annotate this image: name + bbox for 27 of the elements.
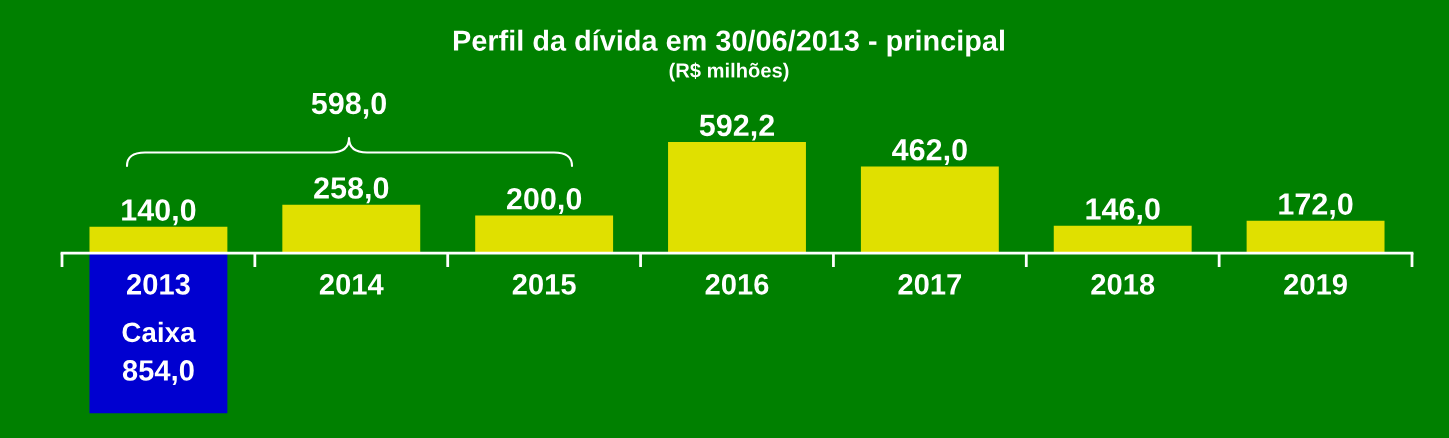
bar xyxy=(89,226,228,254)
bar xyxy=(1053,225,1192,254)
text: 598,0 xyxy=(311,92,386,119)
x-tick-label: 2017 xyxy=(898,274,962,295)
bar xyxy=(1246,220,1385,254)
data-label: 146,0 xyxy=(1086,198,1160,225)
bar xyxy=(475,215,614,254)
x-tick-label: 2014 xyxy=(319,274,384,295)
data-label: 462,0 xyxy=(892,138,967,165)
bar xyxy=(89,253,228,414)
chart-title: Perfil da dívida em 30/06/2013 - principal xyxy=(453,29,1004,57)
x-tick-label: 2015 xyxy=(512,274,576,295)
bar xyxy=(282,204,421,254)
data-label: 592,2 xyxy=(699,114,775,141)
chart-subtitle: (R$ milhões) xyxy=(669,62,789,82)
series-label: Caixa xyxy=(122,321,196,343)
data-label: 200,0 xyxy=(506,188,582,215)
data-label: 140,0 xyxy=(122,199,196,226)
data-label: 172,0 xyxy=(1279,193,1353,220)
data-label: 258,0 xyxy=(314,177,389,204)
x-tick-label: 2016 xyxy=(705,274,769,295)
annotation: 854,0 xyxy=(122,360,194,385)
x-tick-label: 2019 xyxy=(1284,274,1347,295)
x-tick-label: 2013 xyxy=(127,274,190,295)
x-tick-label: 2018 xyxy=(1091,274,1155,295)
bar xyxy=(668,142,806,254)
bar xyxy=(860,166,999,254)
